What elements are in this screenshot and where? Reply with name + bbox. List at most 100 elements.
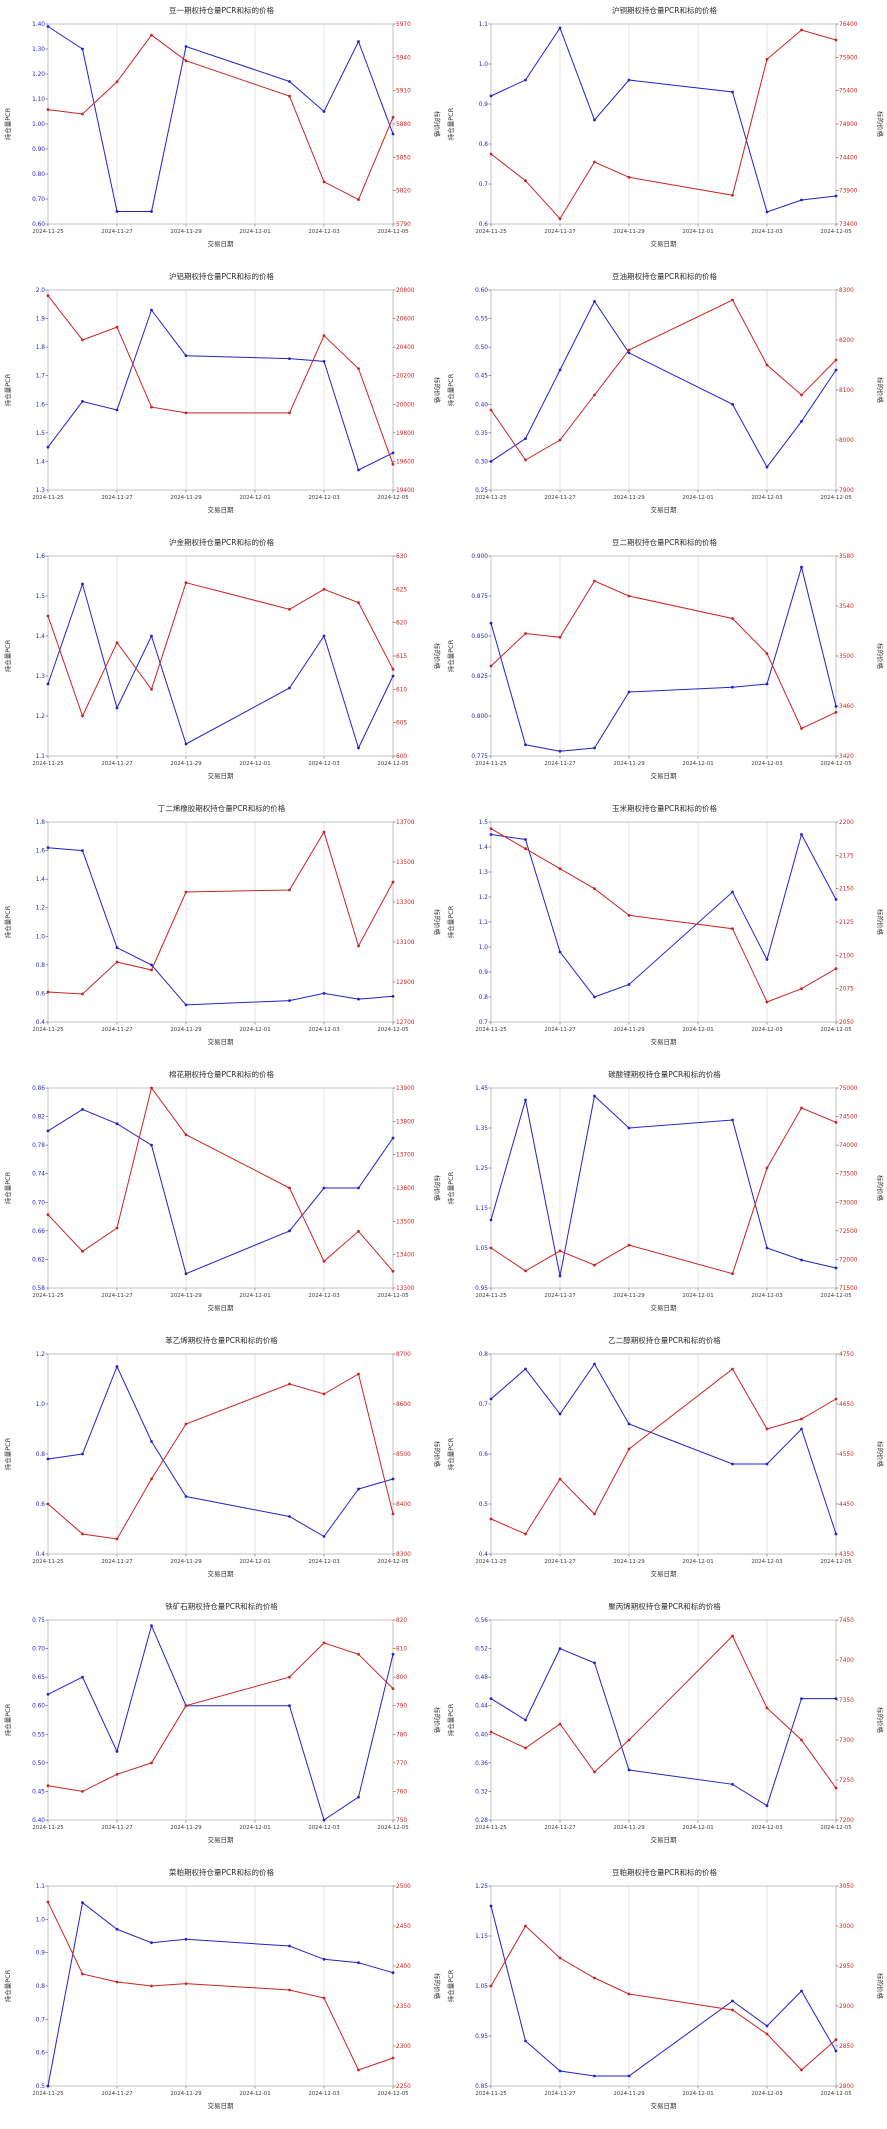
data-point-marker — [115, 641, 119, 645]
data-point-marker — [834, 1266, 838, 1270]
data-point-marker — [834, 194, 838, 198]
left-y-tick-label: 0.60 — [32, 222, 45, 228]
pcr-points — [489, 300, 838, 469]
pcr-points — [489, 833, 838, 999]
pcr-line — [490, 300, 837, 469]
data-point-marker — [357, 746, 360, 750]
left-axis-label: 持仓量PCR — [446, 639, 455, 672]
data-point-marker — [627, 348, 631, 352]
right-axis-label: 标的价格 — [433, 643, 442, 670]
right-y-tick-label: 2075 — [839, 987, 854, 993]
data-point-marker — [184, 1982, 188, 1985]
left-axis-label: 持仓量PCR — [3, 1969, 12, 2002]
data-point-marker — [322, 587, 326, 591]
chart-title: 玉米期权持仓量PCR和标的价格 — [612, 803, 717, 813]
right-y-tick-label: 4750 — [839, 1352, 854, 1358]
plot-border — [490, 821, 837, 1023]
data-point-marker — [800, 727, 803, 730]
data-point-marker — [731, 927, 734, 931]
right-y-tick-label: 2300 — [396, 2044, 411, 2050]
data-point-marker — [391, 451, 395, 455]
data-point-marker — [81, 338, 84, 342]
data-point-marker — [357, 468, 360, 472]
data-point-marker — [800, 1427, 803, 1431]
chart-cell-hujin: 2024-11-25 2024-11-27 2024-11-29 2024-12-01… — [0, 532, 443, 798]
x-tick-label: 2024-12-05 — [820, 2091, 851, 2097]
data-point-marker — [322, 634, 326, 638]
chart-title: 沪铝期权持仓量PCR和标的价格 — [169, 271, 274, 281]
left-y-tick-label: 0.6 — [36, 991, 46, 997]
pcr-line — [490, 1363, 837, 1535]
left-y-tick-label: 0.85 — [475, 2084, 488, 2090]
data-point-marker — [627, 1243, 631, 1247]
data-point-marker — [357, 997, 360, 1001]
data-point-marker — [46, 614, 50, 618]
data-point-marker — [288, 80, 291, 83]
right-y-tick-label: 2175 — [839, 853, 854, 859]
data-point-marker — [184, 1272, 188, 1276]
right-y-tick-label: 13100 — [396, 940, 415, 946]
right-y-tick-label: 625 — [396, 587, 407, 593]
data-point-marker — [834, 368, 838, 372]
price-line — [47, 1086, 394, 1272]
data-point-marker — [489, 1218, 493, 1222]
right-y-tick-label: 13800 — [396, 1119, 415, 1125]
data-point-marker — [765, 1427, 769, 1431]
price-line — [47, 295, 394, 465]
right-y-tick-label: 75900 — [839, 55, 858, 61]
x-tick-label: 2024-12-01 — [239, 1293, 270, 1299]
right-y-tick-label: 4350 — [839, 1552, 854, 1558]
data-point-marker — [81, 1901, 84, 1905]
right-y-tick-label: 7200 — [839, 1818, 854, 1824]
data-point-marker — [322, 1996, 326, 2000]
x-tick-label: 2024-12-01 — [239, 1825, 270, 1831]
chart-cell-douyou: 2024-11-25 2024-11-27 2024-11-29 2024-12-01… — [443, 266, 886, 532]
pcr-line — [490, 1095, 837, 1277]
data-point-marker — [115, 80, 119, 84]
price-points — [46, 581, 395, 718]
data-point-marker — [524, 1098, 527, 1102]
x-tick-label: 2024-12-05 — [377, 761, 408, 767]
data-point-marker — [558, 1412, 562, 1416]
pcr-points — [489, 565, 838, 753]
data-point-marker — [184, 411, 188, 415]
data-point-marker — [627, 1422, 631, 1426]
pcr-points — [489, 1904, 838, 2078]
left-y-tick-label: 0.40 — [475, 402, 488, 408]
data-point-marker — [150, 33, 153, 37]
left-axis-label: 持仓量PCR — [3, 107, 12, 140]
chart-cell-dingerxi: 2024-11-25 2024-11-27 2024-11-29 2024-12-01… — [0, 798, 443, 1064]
data-point-marker — [558, 1647, 562, 1650]
x-tick-label: 2024-11-29 — [170, 1825, 202, 1831]
data-point-marker — [115, 210, 119, 213]
plot-border — [47, 555, 394, 757]
x-tick-label: 2024-11-29 — [170, 495, 202, 501]
data-point-marker — [391, 1477, 395, 1481]
right-y-tick-label: 3580 — [839, 554, 854, 560]
data-point-marker — [322, 180, 326, 184]
left-y-tick-label: 0.8 — [36, 1984, 46, 1990]
x-tick-label: 2024-12-05 — [820, 495, 851, 501]
x-tick-label: 2024-12-01 — [682, 495, 713, 501]
data-point-marker — [627, 175, 631, 179]
x-tick-label: 2024-11-27 — [544, 1027, 575, 1033]
chart-title: 乙二醇期权持仓量PCR和标的价格 — [608, 1335, 721, 1345]
data-point-marker — [46, 1692, 50, 1696]
data-point-marker — [115, 946, 119, 950]
data-point-marker — [150, 1477, 153, 1481]
left-y-tick-label: 1.0 — [479, 945, 489, 951]
right-axis-label: 标的价格 — [433, 1441, 442, 1468]
price-points — [489, 298, 838, 462]
right-y-tick-label: 610 — [396, 687, 407, 693]
left-y-tick-label: 0.6 — [479, 1452, 489, 1458]
x-tick-label: 2024-12-05 — [377, 2091, 408, 2097]
data-point-marker — [81, 714, 84, 718]
price-line — [47, 1901, 394, 2071]
pcr-points — [46, 25, 395, 213]
data-point-marker — [627, 1768, 631, 1772]
right-axis-label: 标的价格 — [876, 1175, 885, 1202]
data-point-marker — [288, 686, 291, 690]
left-y-tick-label: 1.2 — [36, 1352, 46, 1358]
left-y-tick-label: 1.6 — [36, 554, 46, 560]
x-tick-label: 2024-12-03 — [751, 1293, 782, 1299]
